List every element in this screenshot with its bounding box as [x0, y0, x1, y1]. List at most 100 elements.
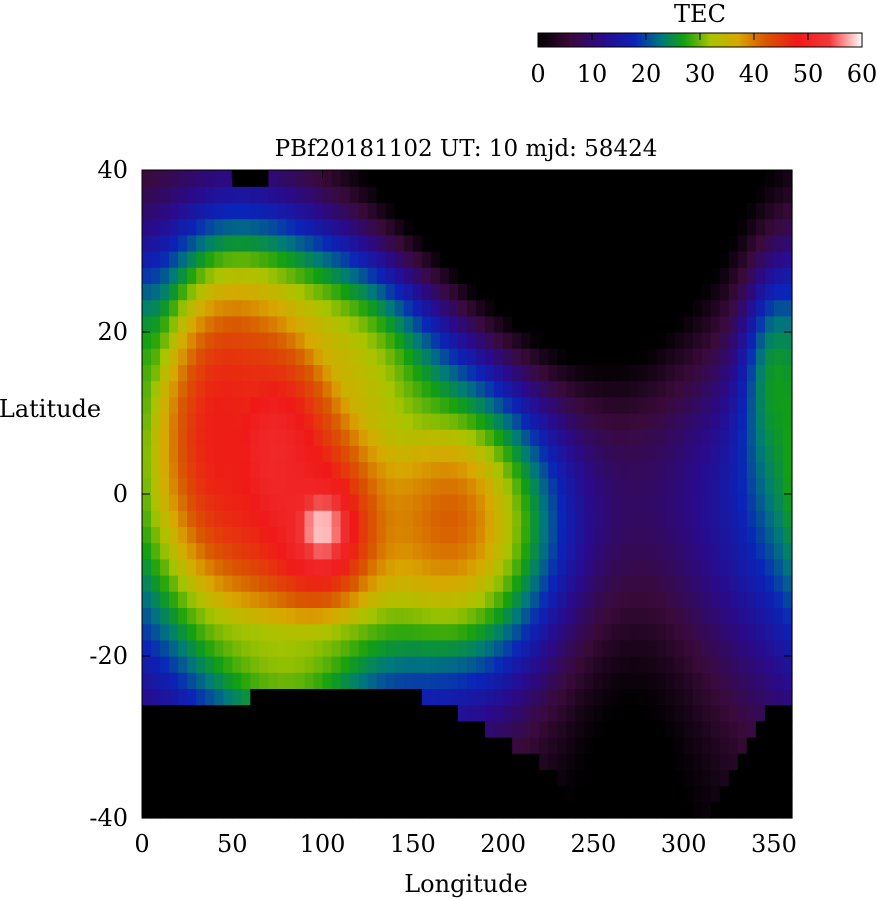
heatmap-cell: [629, 396, 640, 414]
heatmap-cell: [737, 299, 748, 317]
heatmap-cell: [629, 494, 640, 511]
heatmap-cell: [674, 526, 685, 544]
heatmap-cell: [476, 753, 486, 770]
heatmap-cell: [142, 753, 152, 770]
heatmap-cell: [647, 672, 658, 689]
heatmap-cell: [566, 429, 576, 446]
heatmap-cell: [169, 720, 179, 738]
heatmap-cell: [178, 170, 188, 187]
heatmap-cell: [647, 234, 658, 252]
heatmap-cell: [421, 688, 432, 706]
heatmap-cell: [340, 332, 351, 349]
heatmap-cell: [665, 623, 676, 641]
heatmap-cell: [430, 510, 441, 527]
heatmap-cell: [412, 461, 423, 479]
heatmap-cell: [358, 720, 369, 738]
heatmap-cell: [232, 283, 242, 301]
heatmap-cell: [719, 656, 730, 673]
heatmap-cell: [241, 785, 251, 803]
heatmap-cell: [349, 332, 360, 349]
heatmap-cell: [250, 234, 260, 252]
heatmap-cell: [683, 672, 694, 689]
heatmap-cell: [521, 202, 531, 220]
heatmap-cell: [142, 656, 152, 673]
heatmap-cell: [710, 704, 721, 722]
heatmap-cell: [638, 283, 649, 301]
heatmap-cell: [611, 186, 622, 203]
heatmap-cell: [548, 704, 558, 722]
heatmap-cell: [295, 737, 306, 754]
heatmap-cell: [232, 315, 242, 333]
heatmap-cell: [620, 607, 631, 625]
heatmap-cell: [223, 575, 233, 592]
heatmap-cell: [394, 510, 405, 527]
heatmap-cell: [629, 737, 640, 754]
heatmap-cell: [782, 332, 793, 349]
heatmap-cell: [304, 494, 315, 511]
heatmap-cell: [448, 461, 459, 479]
heatmap-cell: [755, 526, 766, 544]
heatmap-cell: [430, 380, 441, 398]
heatmap-cell: [746, 396, 757, 414]
heatmap-cell: [467, 461, 477, 479]
heatmap-cell: [241, 639, 251, 657]
heatmap-cell: [169, 251, 179, 268]
heatmap-cell: [512, 672, 522, 689]
heatmap-cell: [656, 737, 667, 754]
heatmap-cell: [259, 607, 269, 625]
heatmap-cell: [683, 413, 694, 430]
heatmap-cell: [773, 607, 784, 625]
heatmap-cell: [358, 542, 369, 560]
heatmap-cell: [665, 575, 676, 592]
heatmap-cell: [214, 510, 224, 527]
heatmap-cell: [764, 575, 775, 592]
heatmap-cell: [476, 575, 486, 592]
heatmap-cell: [566, 688, 576, 706]
heatmap-cell: [313, 542, 324, 560]
heatmap-cell: [701, 283, 712, 301]
heatmap-cell: [358, 364, 369, 382]
heatmap-cell: [385, 477, 396, 495]
heatmap-cell: [764, 234, 775, 252]
heatmap-cell: [683, 591, 694, 608]
heatmap-cell: [692, 251, 703, 268]
heatmap-cell: [611, 801, 622, 819]
heatmap-cell: [313, 234, 324, 252]
heatmap-cell: [385, 315, 396, 333]
heatmap-cell: [539, 170, 549, 187]
heatmap-cell: [647, 575, 658, 592]
heatmap-cell: [376, 170, 387, 187]
heatmap-cell: [719, 380, 730, 398]
heatmap-cell: [322, 445, 333, 463]
heatmap-cell: [295, 801, 306, 819]
heatmap-cell: [169, 477, 179, 495]
heatmap-cell: [467, 396, 477, 414]
heatmap-cell: [773, 510, 784, 527]
heatmap-cell: [187, 283, 197, 301]
heatmap-cell: [485, 769, 495, 787]
heatmap-cell: [268, 753, 279, 770]
heatmap-cell: [421, 494, 432, 511]
heatmap-cell: [223, 591, 233, 608]
heatmap-cell: [151, 186, 161, 203]
heatmap-cell: [232, 380, 242, 398]
heatmap-cell: [692, 380, 703, 398]
heatmap-cell: [512, 413, 522, 430]
heatmap-cell: [656, 202, 667, 220]
heatmap-cell: [737, 380, 748, 398]
heatmap-cell: [530, 704, 540, 722]
heatmap-cell: [701, 542, 712, 560]
heatmap-cell: [728, 656, 739, 673]
heatmap-cell: [430, 753, 441, 770]
heatmap-cell: [268, 607, 279, 625]
heatmap-cell: [385, 461, 396, 479]
heatmap-cell: [593, 170, 604, 187]
heatmap-cell: [737, 510, 748, 527]
heatmap-cell: [205, 364, 215, 382]
heatmap-cell: [457, 202, 468, 220]
heatmap-cell: [656, 283, 667, 301]
heatmap-cell: [259, 218, 269, 236]
heatmap-cell: [160, 737, 170, 754]
heatmap-cell: [521, 769, 531, 787]
heatmap-cell: [755, 348, 766, 365]
